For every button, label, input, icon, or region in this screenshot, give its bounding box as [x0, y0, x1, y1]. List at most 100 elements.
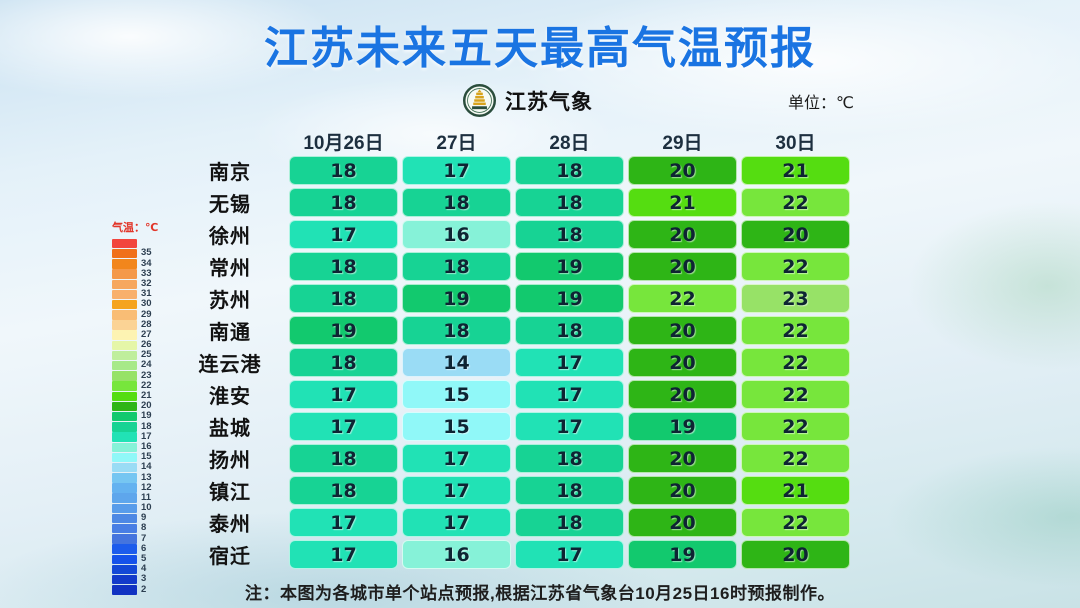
- colorbar-tick-label: 11: [141, 491, 152, 503]
- colorbar-tick-label: 35: [141, 247, 152, 259]
- city-label: 泰州: [209, 514, 251, 536]
- temperature-cell: 20: [628, 508, 737, 537]
- table-row: 徐州 17 16 18 20 20: [175, 220, 850, 249]
- temperature-cell: 19: [289, 316, 398, 345]
- temperature-cell: 15: [402, 412, 511, 441]
- colorbar-tick-label: 6: [141, 542, 147, 554]
- colorbar-tick-label: 27: [141, 328, 152, 340]
- temperature-cell: 18: [402, 252, 511, 281]
- colorbar-tick-label: 13: [141, 471, 152, 483]
- corner-cell: [175, 128, 285, 155]
- colorbar-swatch: [112, 238, 137, 249]
- colorbar-segment: 30: [112, 299, 158, 310]
- table-row: 连云港 18 14 17 20 22: [175, 348, 850, 377]
- temperature-cell: 22: [741, 188, 850, 217]
- colorbar-tick-label: 29: [141, 308, 152, 320]
- temperature-cell: 21: [628, 188, 737, 217]
- colorbar-segment: 3: [112, 574, 158, 585]
- colorbar-tick-label: 28: [141, 318, 152, 330]
- colorbar-swatch: [112, 574, 137, 585]
- colorbar-segment: 29: [112, 308, 158, 320]
- temperature-cell: 22: [741, 508, 850, 537]
- temperature-cell: 18: [515, 444, 624, 473]
- temperature-cell: 17: [402, 508, 511, 537]
- temperature-cell: 23: [741, 284, 850, 313]
- temperature-cell: 17: [515, 348, 624, 377]
- colorbar-segment: 6: [112, 542, 158, 554]
- colorbar-segment: 17: [112, 430, 158, 442]
- unit-label: 单位：℃: [788, 95, 854, 112]
- city-label: 无锡: [209, 194, 251, 216]
- colorbar-swatch: [112, 462, 137, 473]
- colorbar-tick-label: 25: [141, 349, 152, 361]
- colorbar-segment: 15: [112, 451, 158, 463]
- temperature-cell: 17: [402, 156, 511, 185]
- temperature-cell: 18: [289, 348, 398, 377]
- colorbar-segment: 13: [112, 471, 158, 483]
- colorbar-swatch: [112, 289, 137, 300]
- temperature-cell: 14: [402, 348, 511, 377]
- table-row: 宿迁 17 16 17 19 20: [175, 540, 850, 569]
- colorbar-segment: 8: [112, 523, 158, 534]
- date-column-header: 29日: [662, 133, 703, 154]
- colorbar-segment: [112, 238, 158, 249]
- date-column-header: 28日: [549, 133, 590, 154]
- table-row: 南京 18 17 18 20 21: [175, 156, 850, 185]
- temperature-cell: 20: [628, 220, 737, 249]
- colorbar-tick-label: 23: [141, 369, 152, 381]
- colorbar-segment: 16: [112, 441, 158, 452]
- colorbar-tick-label: 15: [141, 451, 152, 463]
- temperature-cell: 17: [289, 412, 398, 441]
- colorbar-segment: 12: [112, 482, 158, 493]
- forecast-table: 10月26日 27日 28日 29日 30日 南京 18 17 18 20 21 无锡 18 18 18 2…: [175, 128, 850, 572]
- colorbar-swatch: [112, 259, 137, 269]
- colorbar-tick-label: 4: [141, 563, 147, 575]
- colorbar-swatch: [112, 401, 137, 412]
- temperature-cell: 16: [402, 540, 511, 569]
- colorbar-segment: 21: [112, 391, 158, 401]
- temperature-cell: 17: [289, 380, 398, 409]
- temperature-cell: 19: [515, 284, 624, 313]
- temperature-cell: 18: [289, 252, 398, 281]
- colorbar-segment: 25: [112, 349, 158, 361]
- temperature-cell: 17: [515, 412, 624, 441]
- colorbar-segment: 28: [112, 318, 158, 330]
- page-title: 江苏未来五天最高气温预报: [264, 24, 816, 73]
- colorbar-tick-label: 17: [141, 430, 152, 442]
- colorbar-segment: 23: [112, 369, 158, 381]
- colorbar-segment: 24: [112, 360, 158, 371]
- temperature-cell: 20: [628, 156, 737, 185]
- temperature-cell: 19: [402, 284, 511, 313]
- temperature-cell: 20: [628, 380, 737, 409]
- colorbar-swatch: [112, 513, 137, 524]
- colorbar-swatch: [112, 524, 137, 534]
- city-label: 宿迁: [209, 546, 251, 568]
- colorbar-tick-label: 19: [141, 410, 152, 422]
- temperature-cell: 18: [289, 156, 398, 185]
- table-row: 泰州 17 17 18 20 22: [175, 508, 850, 537]
- temperature-cell: 17: [515, 540, 624, 569]
- temperature-cell: 18: [289, 284, 398, 313]
- colorbar-swatch: [112, 432, 137, 442]
- colorbar-scale: 35 34 33 32 31 30 29 28 27 26 25 24 23 22 21 20 19 18 17 16…: [112, 238, 158, 595]
- colorbar-swatch: [112, 391, 137, 401]
- temperature-cell: 20: [628, 252, 737, 281]
- table-row: 盐城 17 15 17 19 22: [175, 412, 850, 441]
- city-label: 盐城: [209, 418, 251, 440]
- temperature-cell: 17: [402, 476, 511, 505]
- table-row: 扬州 18 17 18 20 22: [175, 444, 850, 473]
- colorbar-swatch: [112, 442, 137, 452]
- city-label: 徐州: [209, 226, 251, 248]
- colorbar-segment: 35: [112, 247, 158, 259]
- temperature-cell: 22: [741, 316, 850, 345]
- colorbar-tick-label: 26: [141, 339, 152, 351]
- colorbar-segment: 2: [112, 584, 158, 595]
- colorbar-swatch: [112, 350, 137, 361]
- jiangsu-meteorology-logo: 江苏气象: [463, 84, 593, 117]
- colorbar-tick-label: 33: [141, 267, 152, 279]
- colorbar-segment: 10: [112, 503, 158, 514]
- table-row: 镇江 18 17 18 20 21: [175, 476, 850, 505]
- colorbar-title: 气温：℃: [112, 222, 159, 234]
- colorbar-tick-label: 32: [141, 277, 152, 289]
- colorbar-tick-label: 9: [141, 512, 147, 524]
